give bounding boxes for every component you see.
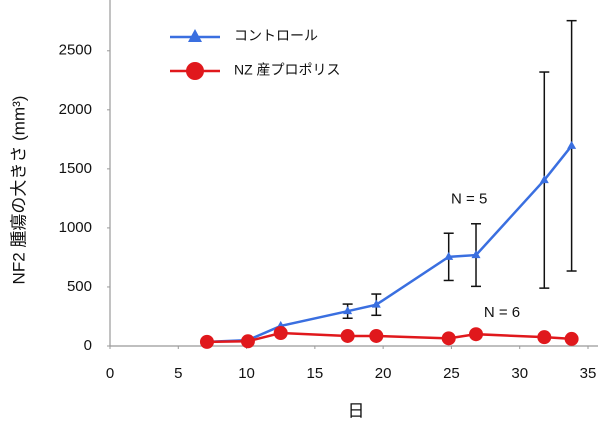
y-tick-label: 2500 <box>59 42 92 59</box>
y-tick-label: 0 <box>84 337 92 354</box>
point <box>539 175 549 184</box>
x-tick-label: 35 <box>580 365 597 382</box>
point <box>199 334 214 349</box>
x-tick-label: 10 <box>238 365 255 382</box>
point <box>444 251 454 260</box>
legend-label: コントロール <box>234 28 318 44</box>
point <box>564 331 579 346</box>
point <box>273 326 288 341</box>
annotation: N = 6 <box>484 304 520 321</box>
legend-marker <box>188 29 202 42</box>
y-tick-label: 500 <box>67 278 92 295</box>
point <box>567 140 577 149</box>
point <box>371 299 381 308</box>
y-axis-label: NF2 腫瘍の大きさ (mm³) <box>9 96 28 285</box>
point <box>469 327 484 342</box>
point <box>343 306 353 315</box>
x-tick-label: 25 <box>443 365 460 382</box>
x-tick-label: 5 <box>174 365 182 382</box>
legend-marker <box>186 62 204 80</box>
x-tick-label: 15 <box>307 365 324 382</box>
x-tick-label: 30 <box>511 365 528 382</box>
point <box>240 334 255 349</box>
point <box>369 328 384 343</box>
x-tick-label: 20 <box>375 365 392 382</box>
x-tick-label: 0 <box>106 365 114 382</box>
point <box>537 330 552 345</box>
point <box>340 328 355 343</box>
x-axis-label: 日 <box>348 401 365 420</box>
y-tick-label: 1500 <box>59 160 92 177</box>
point <box>471 250 481 259</box>
annotation: N = 5 <box>451 191 487 208</box>
y-tick-label: 2000 <box>59 101 92 118</box>
legend-label: NZ 産プロポリス <box>234 62 341 78</box>
y-tick-label: 1000 <box>59 219 92 236</box>
point <box>441 331 456 346</box>
